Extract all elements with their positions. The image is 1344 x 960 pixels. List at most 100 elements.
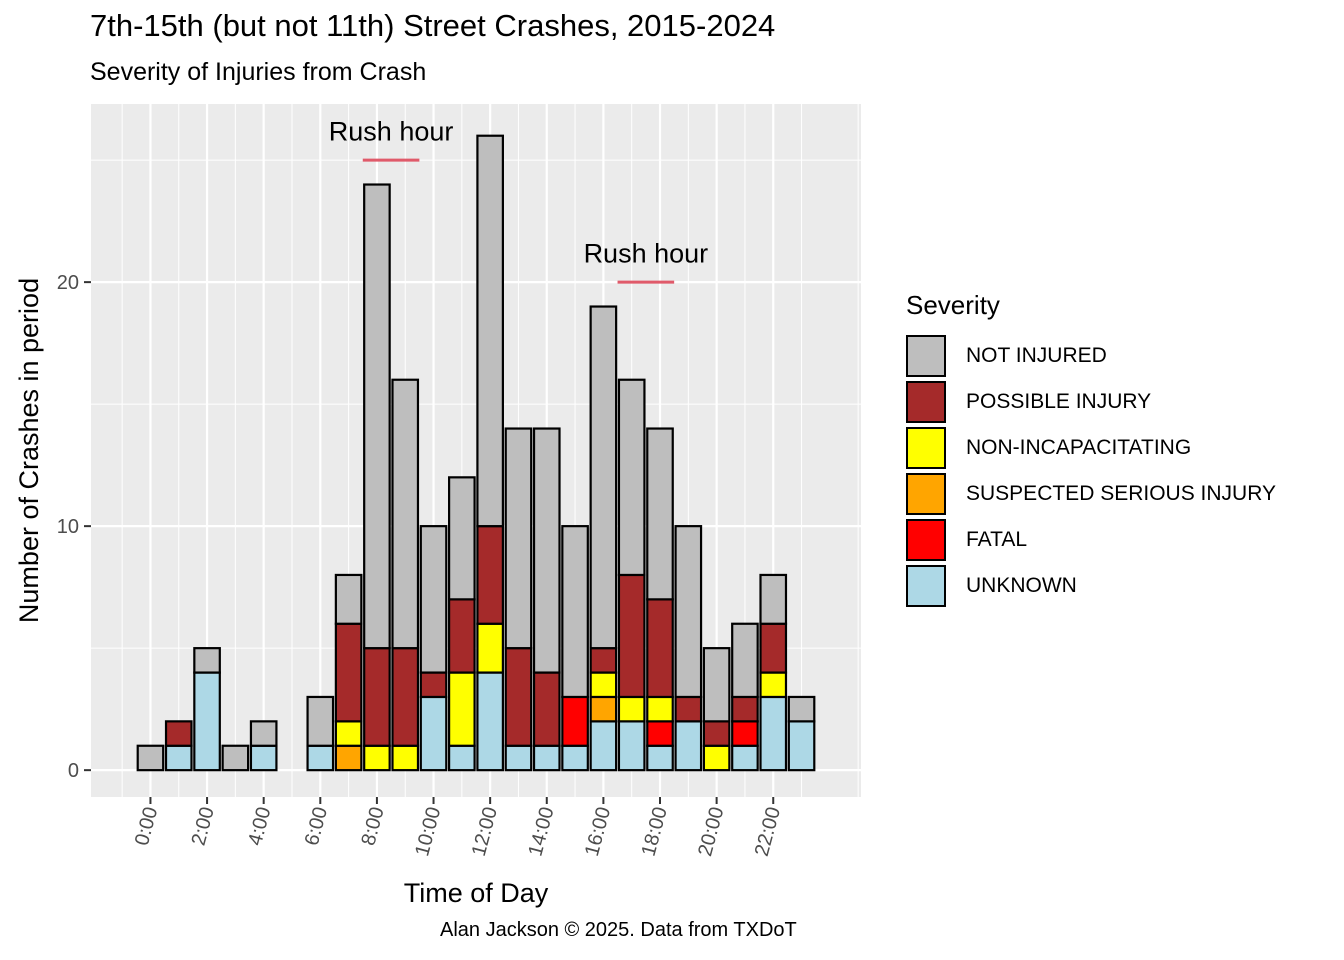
legend-item-unknown: UNKNOWN xyxy=(906,563,1276,609)
x-tick-label: 10:00 xyxy=(411,805,445,859)
legend-key-non-incapacitating xyxy=(906,427,946,469)
bar-segment xyxy=(164,720,193,747)
bar-segment xyxy=(504,744,533,772)
bar-segment xyxy=(504,647,533,747)
x-tick-label: 8:00 xyxy=(357,805,388,848)
bar-segment xyxy=(334,744,363,772)
legend-label: NOT INJURED xyxy=(966,344,1107,367)
bar-segment xyxy=(193,671,221,772)
bar-segment xyxy=(476,622,504,674)
bar-segment xyxy=(476,525,504,625)
legend-item-suspected-serious-injury: SUSPECTED SERIOUS INJURY xyxy=(906,471,1276,517)
bar-segment xyxy=(646,720,674,747)
legend: Severity NOT INJURED POSSIBLE INJURY NON… xyxy=(906,290,1276,609)
bar-segment xyxy=(334,573,363,625)
bar-segment xyxy=(646,695,674,723)
chart-title: 7th-15th (but not 11th) Street Crashes, … xyxy=(90,8,776,43)
bar-segment xyxy=(646,744,674,772)
bar-segment xyxy=(532,427,561,674)
bar-segment xyxy=(448,598,476,674)
bar-segment xyxy=(561,525,589,699)
legend-label: FATAL xyxy=(966,528,1028,551)
bar-segment xyxy=(193,647,221,674)
x-tick-label: 6:00 xyxy=(301,805,332,848)
bar-segment xyxy=(391,378,420,650)
bar-segment xyxy=(787,695,816,723)
x-tick-label: 0:00 xyxy=(131,805,162,848)
x-tick-label: 12:00 xyxy=(468,805,502,859)
bar-segment xyxy=(504,427,533,650)
bar-segment xyxy=(448,744,476,772)
x-tick-label: 22:00 xyxy=(751,805,785,859)
bar-segment xyxy=(334,622,363,723)
x-tick-label: 4:00 xyxy=(244,805,275,848)
bar-segment xyxy=(476,134,504,528)
bar-segment xyxy=(136,744,165,772)
legend-label: UNKNOWN xyxy=(966,574,1077,597)
bar-segment xyxy=(249,720,278,747)
bar-segment xyxy=(391,744,420,772)
x-tick-label: 14:00 xyxy=(524,805,558,859)
x-tick-label: 20:00 xyxy=(694,805,728,859)
bar-segment xyxy=(561,744,589,772)
bar-segment xyxy=(759,695,788,772)
x-tick-label: 18:00 xyxy=(638,805,672,859)
bar-segment xyxy=(787,720,816,772)
bar-segment xyxy=(306,744,335,772)
bar-segment xyxy=(363,744,391,772)
bar-segment xyxy=(306,695,335,747)
bar-segment xyxy=(646,427,674,601)
bar-segment xyxy=(589,647,618,674)
bar-segment xyxy=(249,744,278,772)
legend-key-not-injured xyxy=(906,335,946,377)
bar-segment xyxy=(419,671,448,699)
bar-segment xyxy=(674,525,703,699)
y-tick-label: 20 xyxy=(57,272,79,294)
bar-segment xyxy=(617,695,646,723)
bar-segment xyxy=(731,695,759,723)
bar-segment xyxy=(391,647,420,747)
bar-segment xyxy=(589,695,618,723)
bar-segment xyxy=(731,622,759,699)
bar-segment xyxy=(419,695,448,772)
legend-title: Severity xyxy=(906,290,1000,320)
bar-segment xyxy=(674,720,703,772)
bar-segment xyxy=(646,598,674,699)
bar-segment xyxy=(617,378,646,577)
chart-subtitle: Severity of Injuries from Crash xyxy=(90,58,427,86)
bar-segment xyxy=(759,573,788,625)
legend-key-possible-injury xyxy=(906,381,946,423)
bar-segment xyxy=(532,744,561,772)
legend-key-fatal xyxy=(906,519,946,561)
legend-item-not-injured: NOT INJURED xyxy=(906,333,1276,379)
bar-segment xyxy=(759,671,788,699)
y-axis-title: Number of Crashes in period xyxy=(14,278,44,623)
y-tick-label: 0 xyxy=(68,760,79,782)
bar-segment xyxy=(419,525,448,674)
x-tick-label: 16:00 xyxy=(581,805,615,859)
bar-segment xyxy=(731,744,759,772)
bar-segment xyxy=(448,671,476,747)
annotation-label: Rush hour xyxy=(329,117,454,147)
bar-segment xyxy=(702,720,731,747)
legend-label: NON-INCAPACITATING xyxy=(966,436,1192,459)
legend-item-fatal: FATAL xyxy=(906,517,1276,563)
bar-segment xyxy=(702,647,731,723)
bar-segment xyxy=(561,695,589,747)
bar-segment xyxy=(532,671,561,747)
bar-segment xyxy=(674,695,703,723)
bar-segment xyxy=(363,647,391,747)
legend-label: POSSIBLE INJURY xyxy=(966,390,1152,413)
y-tick-label: 10 xyxy=(57,516,79,538)
bar-segment xyxy=(617,720,646,772)
bar-segment xyxy=(363,183,391,650)
bar-segment xyxy=(476,671,504,772)
caption: Alan Jackson © 2025. Data from TXDoT xyxy=(440,919,797,941)
legend-item-possible-injury: POSSIBLE INJURY xyxy=(906,379,1276,425)
bar-segment xyxy=(731,720,759,747)
bar-segment xyxy=(334,720,363,747)
bar-segment xyxy=(589,720,618,772)
bar-segment xyxy=(589,671,618,699)
bar-segment xyxy=(164,744,193,772)
